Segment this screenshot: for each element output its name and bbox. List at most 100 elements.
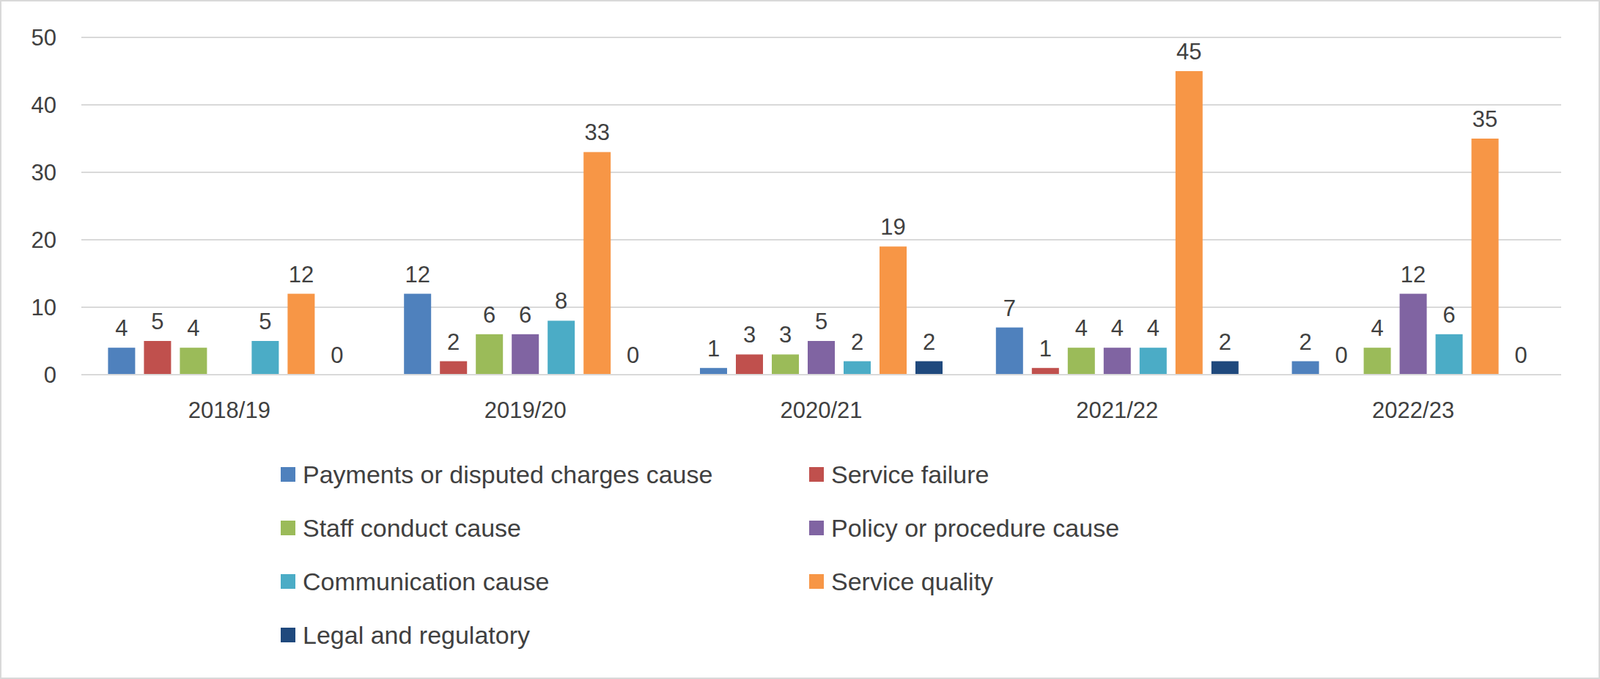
data-label: 0 bbox=[330, 342, 344, 368]
bar bbox=[439, 361, 467, 375]
data-label: 5 bbox=[815, 308, 828, 335]
bar bbox=[1471, 138, 1499, 375]
data-label: 12 bbox=[288, 261, 314, 288]
data-label: 33 bbox=[584, 119, 610, 146]
legend-swatch bbox=[280, 466, 296, 482]
data-label: 7 bbox=[1003, 295, 1016, 322]
x-tick-label: 2019/20 bbox=[484, 397, 567, 423]
bar bbox=[403, 293, 431, 375]
bar bbox=[1103, 347, 1131, 375]
x-tick-label: 2021/22 bbox=[1075, 397, 1159, 423]
grid-line bbox=[81, 104, 1562, 106]
bar bbox=[771, 354, 799, 375]
bar bbox=[1435, 334, 1463, 375]
data-label: 4 bbox=[186, 315, 200, 341]
y-tick-label: 10 bbox=[31, 294, 57, 321]
bar bbox=[735, 354, 763, 375]
legend-label: Legal and regulatory bbox=[302, 620, 530, 649]
chart-container: 0102030405041217252310463446541258246123… bbox=[0, 0, 1600, 679]
data-label: 4 bbox=[115, 315, 128, 341]
bar bbox=[251, 340, 279, 375]
data-label: 8 bbox=[554, 288, 568, 314]
bar bbox=[1139, 347, 1167, 375]
bar bbox=[807, 340, 835, 375]
bar bbox=[511, 334, 539, 375]
bar bbox=[1363, 347, 1392, 375]
y-tick-label: 40 bbox=[31, 92, 57, 119]
chart-frame bbox=[0, 0, 1600, 678]
x-tick-label: 2018/19 bbox=[188, 397, 271, 423]
data-label: 4 bbox=[1147, 315, 1160, 341]
legend-label: Service failure bbox=[831, 460, 989, 489]
bars bbox=[107, 71, 1499, 375]
data-label: 2 bbox=[447, 329, 460, 355]
legend-swatch bbox=[280, 627, 296, 643]
y-tick-label: 30 bbox=[31, 159, 57, 186]
data-label: 2 bbox=[922, 329, 936, 355]
grid bbox=[81, 37, 1562, 375]
legend-swatch bbox=[809, 466, 824, 482]
data-label: 12 bbox=[404, 261, 430, 288]
bar bbox=[143, 340, 171, 375]
legend-label: Staff conduct cause bbox=[302, 513, 522, 542]
y-tick-label: 50 bbox=[31, 24, 57, 51]
data-label: 2 bbox=[850, 329, 864, 355]
data-label: 19 bbox=[880, 214, 906, 240]
x-tick-label: 2022/23 bbox=[1372, 397, 1455, 423]
x-axis-line bbox=[81, 373, 1562, 376]
bar bbox=[915, 361, 943, 375]
grid-line bbox=[81, 373, 1562, 376]
data-label: 0 bbox=[1334, 342, 1348, 368]
data-label: 2 bbox=[1298, 329, 1312, 355]
bar bbox=[1031, 367, 1060, 375]
legend-label: Service quality bbox=[831, 567, 994, 596]
data-label: 0 bbox=[626, 342, 640, 368]
data-label: 5 bbox=[258, 308, 272, 335]
bar bbox=[107, 347, 135, 375]
legend-swatch bbox=[809, 520, 824, 536]
bar bbox=[1175, 71, 1203, 375]
data-label: 1 bbox=[707, 335, 720, 362]
bar bbox=[583, 151, 611, 375]
chart-svg: 0102030405041217252310463446541258246123… bbox=[0, 0, 1600, 679]
data-label: 6 bbox=[1442, 301, 1455, 328]
legend-swatch bbox=[280, 520, 296, 536]
bar bbox=[1067, 347, 1096, 375]
data-label: 0 bbox=[1514, 342, 1527, 368]
grid-line bbox=[81, 238, 1562, 241]
legend-label: Policy or procedure cause bbox=[831, 513, 1120, 542]
bar bbox=[547, 320, 575, 375]
data-label: 3 bbox=[743, 321, 756, 348]
data-label: 4 bbox=[1111, 315, 1124, 341]
data-labels: 4121725231046344654125824612331945350022… bbox=[115, 38, 1527, 368]
data-label: 6 bbox=[518, 301, 532, 328]
bar bbox=[1399, 293, 1428, 375]
bar bbox=[475, 334, 503, 375]
data-label: 6 bbox=[483, 301, 496, 328]
bar bbox=[699, 367, 728, 375]
data-label: 2 bbox=[1218, 329, 1232, 355]
grid-line bbox=[81, 36, 1562, 39]
bar bbox=[1211, 361, 1239, 375]
bar bbox=[843, 361, 871, 375]
legend-swatch bbox=[280, 573, 296, 589]
bar bbox=[996, 327, 1024, 375]
data-label: 4 bbox=[1075, 315, 1088, 341]
grid-line bbox=[81, 171, 1562, 173]
x-tick-label: 2020/21 bbox=[779, 397, 862, 423]
bar bbox=[287, 293, 315, 375]
data-label: 5 bbox=[150, 308, 164, 335]
y-tick-label: 0 bbox=[43, 362, 57, 388]
bar bbox=[879, 246, 907, 375]
legend-swatch bbox=[809, 573, 824, 589]
data-label: 12 bbox=[1400, 261, 1426, 288]
bar bbox=[1292, 361, 1320, 375]
data-label: 4 bbox=[1370, 315, 1384, 341]
bar bbox=[179, 347, 207, 375]
data-label: 45 bbox=[1176, 38, 1202, 65]
data-label: 35 bbox=[1472, 106, 1498, 132]
y-tick-label: 20 bbox=[31, 227, 57, 253]
legend-label: Communication cause bbox=[302, 567, 549, 596]
data-label: 3 bbox=[779, 321, 792, 348]
legend-label: Payments or disputed charges cause bbox=[302, 460, 713, 489]
